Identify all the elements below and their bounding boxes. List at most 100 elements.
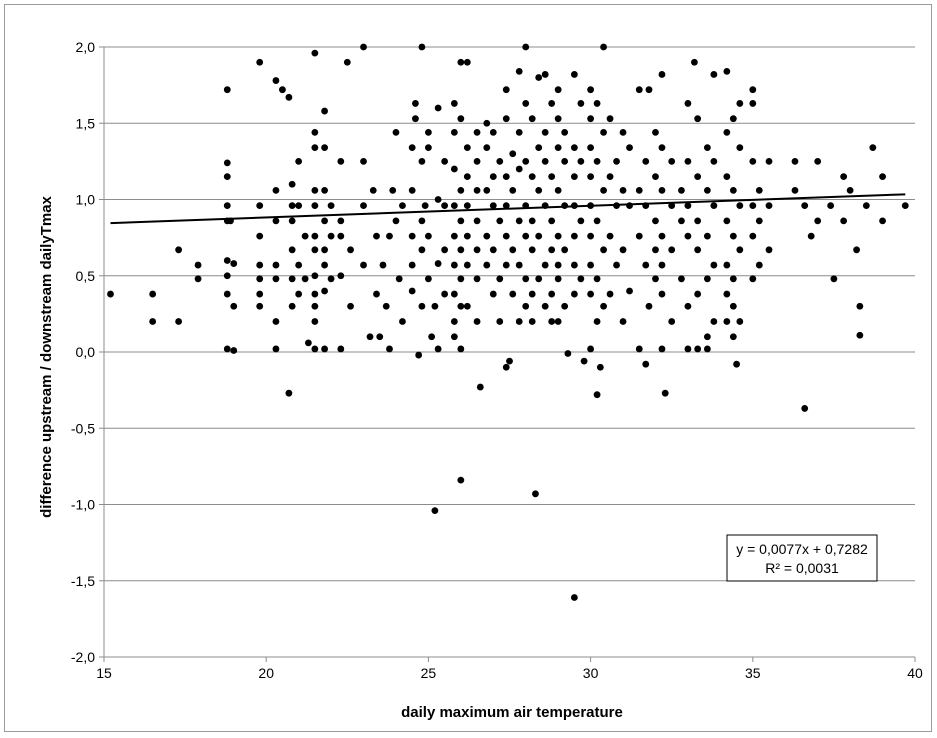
trendline-equation: y = 0,0077x + 0,7282	[736, 541, 868, 557]
data-point	[577, 157, 585, 165]
data-point	[321, 107, 328, 115]
data-point	[337, 217, 345, 225]
data-point	[223, 272, 231, 280]
data-point	[457, 186, 465, 194]
data-point	[710, 202, 718, 210]
data-point	[272, 275, 280, 283]
data-point	[814, 157, 822, 165]
data-point	[736, 144, 744, 152]
data-point	[418, 157, 426, 165]
x-tick-label: 40	[907, 665, 923, 681]
y-tick-label: 2,0	[76, 39, 96, 55]
data-point	[366, 333, 374, 341]
data-point	[694, 217, 702, 225]
data-point	[288, 246, 296, 254]
data-point	[729, 115, 737, 123]
data-point	[684, 345, 692, 353]
data-point	[418, 43, 426, 51]
data-point	[515, 261, 523, 269]
data-point	[626, 287, 633, 295]
data-point	[570, 232, 578, 240]
data-point	[230, 260, 238, 267]
data-point	[668, 318, 676, 325]
data-point	[801, 202, 809, 210]
data-point	[321, 287, 328, 295]
data-point	[399, 318, 406, 325]
data-point	[272, 318, 280, 325]
data-point	[593, 275, 601, 283]
data-point	[668, 157, 676, 165]
data-point	[496, 157, 504, 165]
data-point	[807, 232, 815, 240]
data-point	[272, 261, 280, 269]
data-point	[879, 173, 886, 181]
data-point	[256, 261, 264, 269]
data-point	[535, 186, 543, 194]
data-point	[502, 261, 510, 269]
data-point	[425, 232, 432, 240]
data-point	[548, 173, 556, 181]
data-point	[194, 275, 202, 283]
data-point	[652, 246, 659, 254]
data-point	[528, 217, 536, 225]
data-point	[256, 232, 264, 240]
data-point	[272, 345, 280, 353]
data-point	[434, 345, 442, 353]
data-point	[311, 186, 319, 194]
data-point	[606, 290, 614, 298]
data-point	[256, 290, 264, 298]
data-point	[337, 272, 345, 280]
data-point	[288, 275, 296, 283]
data-point	[483, 144, 491, 152]
data-point	[755, 186, 763, 194]
data-point	[703, 186, 711, 194]
data-point	[295, 261, 303, 269]
data-point	[635, 186, 643, 194]
data-point	[256, 275, 264, 283]
y-tick-label: 1,0	[76, 192, 96, 208]
data-point	[535, 275, 543, 283]
data-point	[840, 217, 848, 225]
data-point	[412, 115, 419, 123]
data-point	[600, 186, 607, 194]
data-point	[509, 150, 517, 158]
data-point	[223, 345, 231, 353]
x-tick-label: 35	[745, 665, 761, 681]
data-point	[619, 318, 627, 325]
data-point	[421, 202, 429, 210]
data-point	[755, 217, 763, 225]
data-point	[337, 345, 345, 353]
data-point	[606, 115, 614, 123]
data-point	[658, 345, 666, 353]
data-point	[408, 232, 416, 240]
data-point	[846, 186, 854, 194]
data-point	[463, 144, 471, 152]
data-point	[373, 232, 380, 240]
data-point	[457, 275, 465, 283]
data-point	[765, 202, 773, 210]
data-point	[548, 217, 556, 225]
data-point	[515, 217, 523, 225]
data-point	[729, 232, 737, 240]
data-point	[457, 476, 465, 484]
data-point	[694, 290, 702, 298]
data-point	[295, 157, 303, 165]
y-tick-label: 0,5	[76, 268, 96, 284]
data-point	[606, 173, 614, 181]
data-point	[489, 290, 497, 298]
data-point	[652, 129, 659, 136]
data-point	[408, 261, 416, 269]
data-point	[593, 391, 601, 399]
data-point	[450, 333, 458, 341]
data-point	[548, 100, 556, 107]
data-point	[723, 290, 731, 298]
scatter-chart: 2,0 1,5 1,0 0,5 0,0 -0,5 -1,0 -1,5 -2,0 15 20 25 30…	[38, 39, 923, 721]
data-point	[642, 261, 650, 269]
data-point	[532, 490, 539, 498]
data-point	[489, 246, 497, 254]
data-point	[321, 246, 328, 254]
data-point	[515, 129, 523, 136]
data-point	[483, 186, 491, 194]
data-point	[457, 345, 465, 353]
data-point	[360, 43, 367, 51]
